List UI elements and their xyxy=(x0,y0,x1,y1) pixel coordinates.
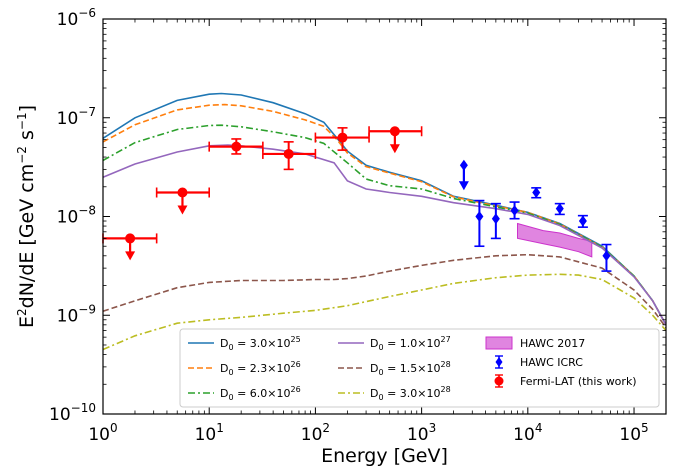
hawc-icrc-marker xyxy=(578,215,587,227)
hawc-icrc-point xyxy=(554,202,565,216)
x-tick-label: 102 xyxy=(301,421,330,445)
fermi-lat-marker xyxy=(283,148,294,159)
hawc-icrc-point xyxy=(458,159,469,191)
legend-label-hawc-icrc: HAWC ICRC xyxy=(520,356,583,369)
y-tick-label: 10−9 xyxy=(57,302,96,326)
legend-swatch-hawc-icrc-marker xyxy=(495,357,503,367)
y-tick-label: 10−6 xyxy=(57,6,96,30)
hawc-icrc-point xyxy=(601,243,612,272)
fermi-lat-point xyxy=(155,187,211,215)
series-line-3 xyxy=(103,124,666,326)
hawc-icrc-marker xyxy=(602,250,611,262)
hawc-icrc-point xyxy=(474,199,485,248)
y-tick-label: 10−8 xyxy=(57,204,96,228)
hawc-icrc-point xyxy=(490,202,501,240)
series-line-6 xyxy=(103,273,666,351)
fermi-lat-point xyxy=(262,141,317,171)
x-tick-label: 100 xyxy=(88,421,117,445)
hawc-icrc-marker xyxy=(532,187,541,198)
hawc-icrc-point xyxy=(577,214,588,228)
hawc-icrc-marker xyxy=(510,205,519,217)
legend-label-hawc-2017: HAWC 2017 xyxy=(520,337,585,350)
plot-frame xyxy=(102,18,667,415)
legend-label-series-6: D0 = 3.0×1028 xyxy=(370,385,451,402)
fermi-lat-marker xyxy=(337,132,348,143)
x-axis-label: Energy [GeV] xyxy=(321,445,448,467)
legend-label-series-1: D0 = 3.0×1025 xyxy=(220,335,301,352)
plot-area xyxy=(103,92,666,351)
legend: D0 = 3.0×1025 D0 = 2.3×1026 D0 = 6.0×1026 D… xyxy=(179,328,660,408)
x-tick-label: 103 xyxy=(407,421,436,445)
hawc-icrc-marker xyxy=(555,203,564,215)
legend-swatch-fermi-lat-marker xyxy=(494,376,504,386)
y-tick-label: 10−10 xyxy=(49,401,96,425)
fermi-lat-point xyxy=(208,138,264,155)
legend-box xyxy=(179,328,660,408)
legend-label-series-4: D0 = 1.0×1027 xyxy=(370,335,451,352)
series-line-5 xyxy=(103,253,666,329)
fermi-lat-point xyxy=(314,127,370,151)
fermi-lat-upper-limit-arrow-head xyxy=(177,205,188,215)
fermi-lat-marker xyxy=(177,187,188,198)
fermi-lat-marker xyxy=(389,126,400,137)
hawc-icrc-marker xyxy=(491,213,500,225)
fermi-lat-point xyxy=(368,126,423,154)
hawc-icrc-upper-limit-arrow-head xyxy=(458,181,469,191)
fermi-lat-marker xyxy=(231,141,242,152)
legend-label-fermi-lat: Fermi-LAT (this work) xyxy=(520,375,637,388)
x-tick-label: 105 xyxy=(619,421,648,445)
hawc-icrc-point xyxy=(531,187,542,199)
hawc-icrc-point xyxy=(509,201,520,220)
series-line-2 xyxy=(103,103,666,326)
legend-label-series-2: D0 = 2.3×1026 xyxy=(220,360,301,377)
y-tick-label: 10−7 xyxy=(57,105,96,129)
hawc-2017-band xyxy=(517,222,593,258)
legend-label-series-5: D0 = 1.5×1028 xyxy=(370,360,451,377)
x-tick-label: 104 xyxy=(513,421,542,445)
y-axis-label: E2dN/dE [GeV cm−2 s−1] xyxy=(15,105,38,328)
legend-swatch-hawc-2017 xyxy=(485,336,513,350)
fermi-lat-upper-limit-arrow-head xyxy=(389,144,400,154)
data-points-layer xyxy=(102,126,612,272)
hawc-icrc-marker xyxy=(475,211,484,222)
legend-label-series-3: D0 = 6.0×1026 xyxy=(220,385,301,402)
fermi-lat-marker xyxy=(125,233,136,244)
fermi-lat-upper-limit-arrow-head xyxy=(125,251,136,261)
x-tick-label: 101 xyxy=(195,421,224,445)
hawc-icrc-marker xyxy=(459,159,468,171)
